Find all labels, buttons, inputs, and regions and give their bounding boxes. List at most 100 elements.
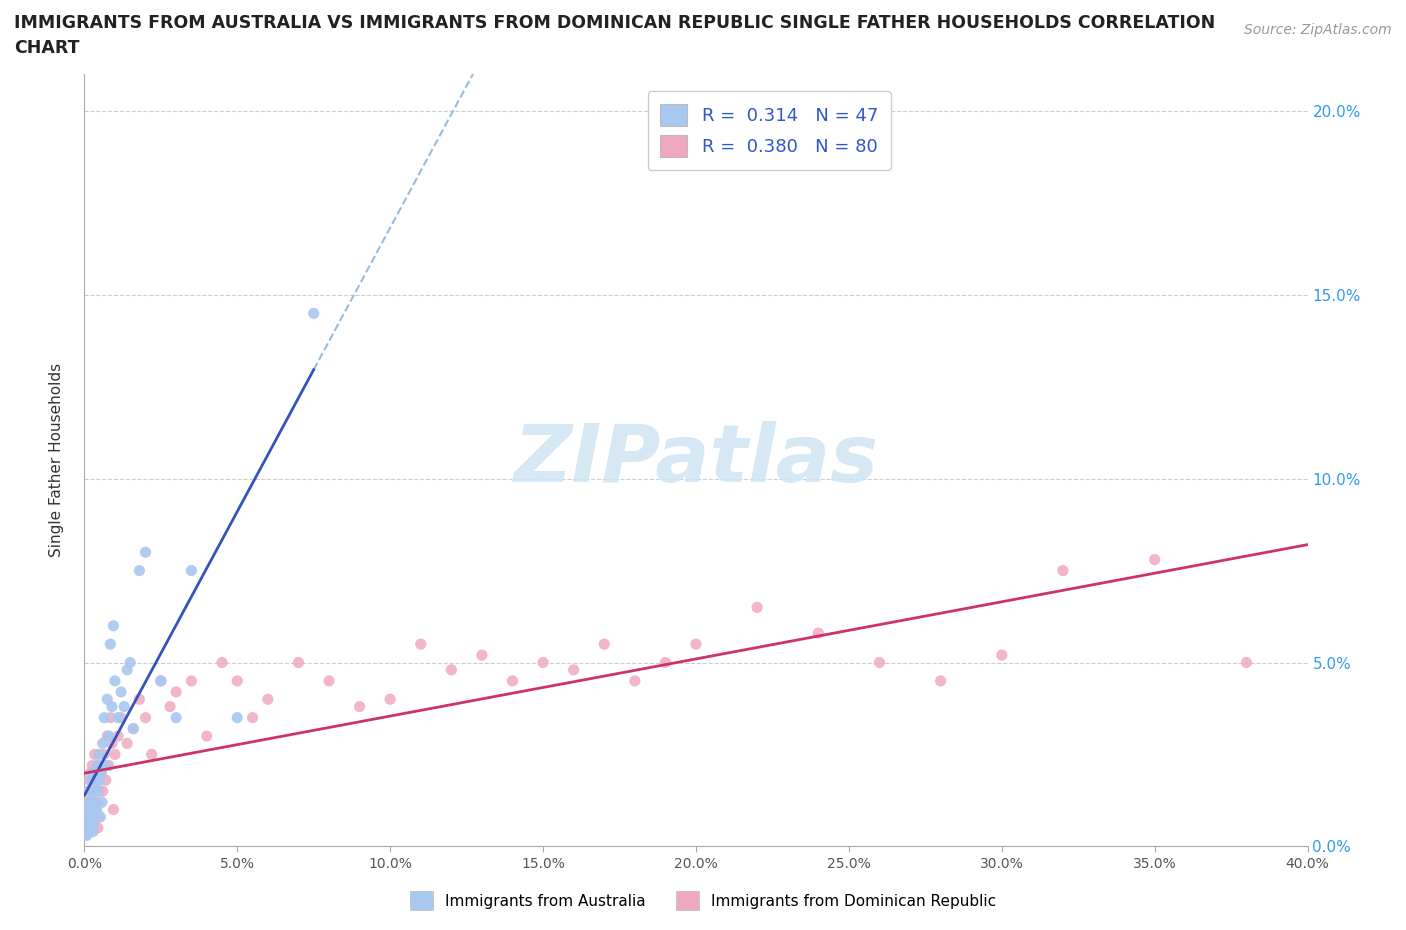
Point xyxy=(103,618,125,633)
Point xyxy=(76,802,98,817)
Point xyxy=(80,784,103,799)
Point xyxy=(80,820,103,835)
Point xyxy=(86,773,108,788)
Point xyxy=(929,673,952,688)
Point xyxy=(807,626,830,641)
Point xyxy=(1143,552,1166,567)
Point xyxy=(86,802,108,817)
Point xyxy=(80,773,103,788)
Point xyxy=(83,817,105,831)
Point xyxy=(77,809,100,824)
Point xyxy=(79,765,101,780)
Point xyxy=(287,655,309,670)
Point xyxy=(91,795,114,810)
Text: IMMIGRANTS FROM AUSTRALIA VS IMMIGRANTS FROM DOMINICAN REPUBLIC SINGLE FATHER HO: IMMIGRANTS FROM AUSTRALIA VS IMMIGRANTS … xyxy=(14,14,1215,32)
Point xyxy=(141,747,163,762)
Point xyxy=(97,728,120,743)
Point xyxy=(80,805,103,820)
Point xyxy=(86,758,108,773)
Point xyxy=(83,747,105,762)
Point xyxy=(747,600,769,615)
Point xyxy=(122,722,145,737)
Point xyxy=(90,765,112,780)
Point xyxy=(75,820,97,835)
Point xyxy=(84,765,107,780)
Point xyxy=(82,758,104,773)
Legend: Immigrants from Australia, Immigrants from Dominican Republic: Immigrants from Australia, Immigrants fr… xyxy=(402,884,1004,918)
Point xyxy=(75,828,97,843)
Point xyxy=(76,802,98,817)
Point xyxy=(77,820,100,835)
Text: ZIPatlas: ZIPatlas xyxy=(513,421,879,499)
Point xyxy=(87,784,110,799)
Point xyxy=(87,758,110,773)
Point xyxy=(349,699,371,714)
Point xyxy=(77,773,100,788)
Point xyxy=(135,711,157,725)
Point xyxy=(112,699,135,714)
Point xyxy=(93,747,115,762)
Point xyxy=(82,824,104,839)
Point xyxy=(226,673,249,688)
Point xyxy=(80,765,103,780)
Point xyxy=(159,699,181,714)
Point xyxy=(86,795,108,810)
Point xyxy=(502,673,524,688)
Point xyxy=(122,722,145,737)
Point xyxy=(115,736,138,751)
Point xyxy=(77,795,100,810)
Point xyxy=(75,809,97,824)
Point xyxy=(302,306,325,321)
Point xyxy=(869,655,891,670)
Point xyxy=(80,802,103,817)
Point xyxy=(104,673,127,688)
Point xyxy=(98,637,121,652)
Point xyxy=(242,711,264,725)
Point xyxy=(83,802,105,817)
Point xyxy=(991,647,1014,662)
Point xyxy=(77,784,100,799)
Point xyxy=(96,728,118,743)
Point xyxy=(128,564,150,578)
Point xyxy=(96,692,118,707)
Point xyxy=(380,692,402,707)
Point xyxy=(97,758,120,773)
Point xyxy=(195,728,218,743)
Point xyxy=(149,673,172,688)
Point xyxy=(180,564,202,578)
Point xyxy=(624,673,647,688)
Point xyxy=(89,773,111,788)
Point xyxy=(94,773,117,788)
Point xyxy=(1052,564,1074,578)
Point xyxy=(91,784,114,799)
Point xyxy=(101,736,124,751)
Point xyxy=(107,728,129,743)
Point xyxy=(165,684,187,699)
Y-axis label: Single Father Households: Single Father Households xyxy=(49,364,63,557)
Point xyxy=(257,692,280,707)
Point xyxy=(84,809,107,824)
Point xyxy=(91,736,114,751)
Point xyxy=(1236,655,1258,670)
Point xyxy=(83,813,105,828)
Legend: R =  0.314   N = 47, R =  0.380   N = 80: R = 0.314 N = 47, R = 0.380 N = 80 xyxy=(648,91,891,169)
Point xyxy=(83,773,105,788)
Point xyxy=(75,820,97,835)
Point xyxy=(135,545,157,560)
Point xyxy=(180,673,202,688)
Point xyxy=(104,747,127,762)
Point xyxy=(79,813,101,828)
Point xyxy=(73,820,96,835)
Point xyxy=(149,673,172,688)
Point xyxy=(120,655,142,670)
Point xyxy=(79,802,101,817)
Point xyxy=(84,805,107,820)
Point xyxy=(409,637,432,652)
Point xyxy=(84,773,107,788)
Point xyxy=(318,673,340,688)
Point xyxy=(593,637,616,652)
Text: CHART: CHART xyxy=(14,39,80,57)
Point xyxy=(89,809,111,824)
Point xyxy=(685,637,707,652)
Point xyxy=(128,692,150,707)
